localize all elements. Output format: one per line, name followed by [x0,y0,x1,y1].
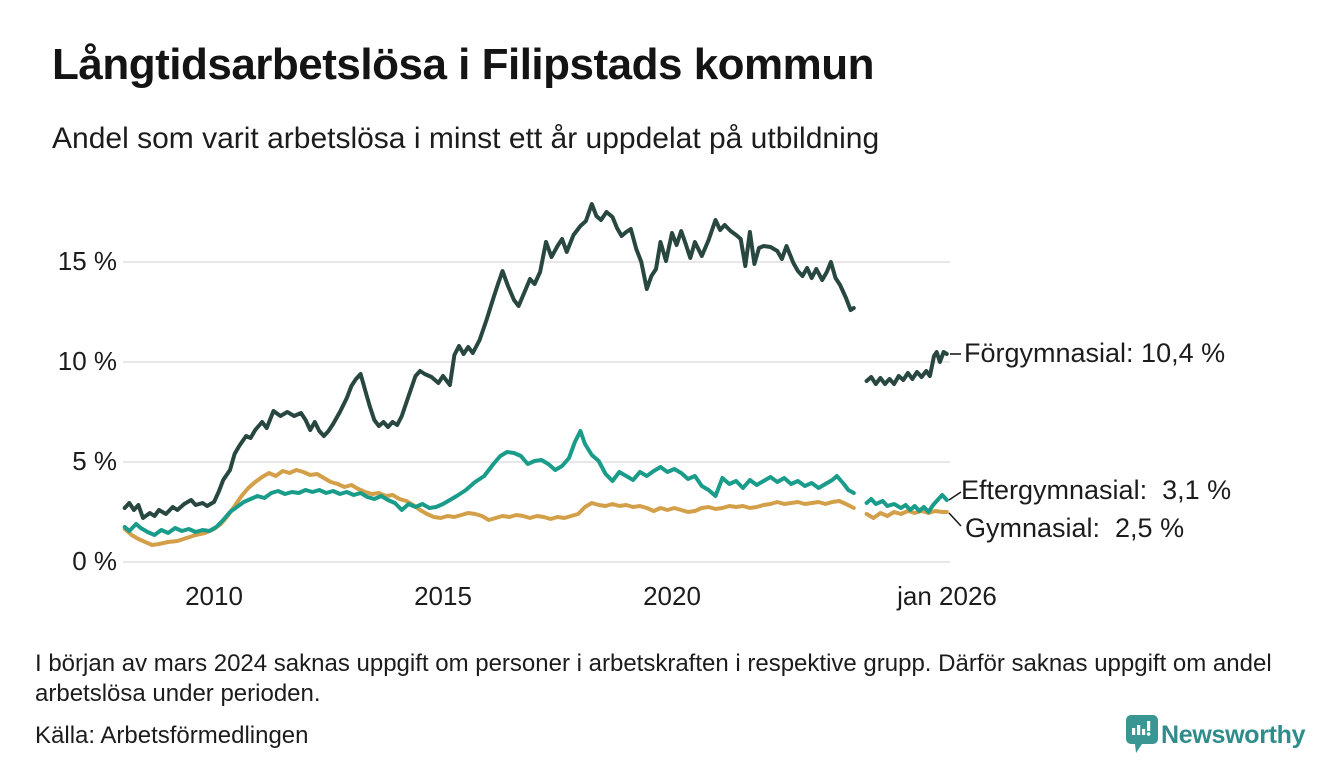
source-credit: Källa: Arbetsförmedlingen [35,722,309,749]
newsworthy-bubble-chart-icon [1126,715,1158,753]
label-connector-eftergymnasial [948,491,962,501]
series-line-gymnasial-segment-1 [122,468,856,547]
brand-wordmark: Newsworthy [1161,721,1306,749]
series-label-forgymnasial: Förgymnasial: 10,4 % [964,338,1226,368]
page-subtitle: Andel som varit arbetslösa i minst ett å… [52,122,880,155]
y-axis-tick-10: 10 % [57,346,117,376]
series-line-eftergymnasial-segment-1 [122,429,856,537]
footnote: I början av mars 2024 saknas uppgift om … [35,650,1272,707]
x-axis-tick-jan-2026: jan 2026 [897,581,997,611]
series-label-gymnasial: Gymnasial: 2,5 % [965,513,1185,543]
series-line-gymnasial-segment-2 [864,509,949,520]
series-line-frgymnasial-segment-2 [864,350,949,386]
y-axis-tick-5: 5 % [72,446,117,476]
series-line-eftergymnasial-segment-2 [864,493,949,514]
x-axis-tick-2015: 2015 [414,581,472,611]
x-axis-tick-2020: 2020 [643,581,701,611]
y-axis-tick-15: 15 % [57,246,117,276]
page-title: Långtidsarbetslösa i Filipstads kommun [52,40,875,89]
y-axis-tick-0: 0 % [72,546,117,576]
label-connector-gymnasial [948,512,962,527]
x-axis-tick-2010: 2010 [185,581,243,611]
series-label-eftergymnasial: Eftergymnasial: 3,1 % [961,475,1232,505]
series-line-frgymnasial-segment-1 [122,202,856,520]
